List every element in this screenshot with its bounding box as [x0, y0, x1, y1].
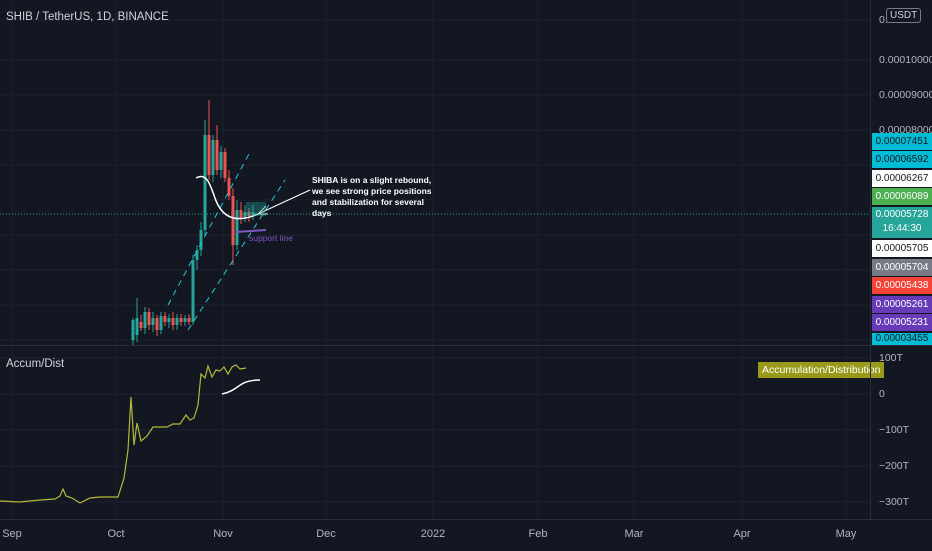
indicator-chart[interactable]: [0, 0, 870, 519]
annotation-arrow: [257, 189, 311, 215]
candle-body: [191, 260, 195, 322]
time-label: Dec: [316, 528, 336, 540]
candle-body: [151, 318, 155, 325]
price-badge: 0.00005704: [872, 259, 932, 276]
candle-body: [219, 152, 223, 170]
time-label: Apr: [733, 528, 751, 540]
channel-line-upper: [167, 151, 251, 306]
ad-curve: [221, 379, 261, 395]
candle-body: [215, 140, 219, 170]
candle-body: [163, 316, 167, 322]
candle-body: [179, 318, 183, 322]
candle-body: [131, 320, 135, 340]
price-label: 0.00009000: [879, 89, 932, 101]
time-axis[interactable]: Sep Oct Nov Dec 2022 Feb Mar Apr May: [0, 519, 932, 551]
indicator-axis-label: −300T: [879, 496, 910, 508]
pane-divider[interactable]: [0, 345, 932, 346]
highlight-box: [246, 202, 266, 216]
indicator-title: Accum/Dist: [6, 358, 65, 370]
price-badge: 0.00003455: [872, 333, 932, 345]
price-badge: 0.00005231: [872, 314, 932, 331]
currency-button[interactable]: USDT: [886, 8, 922, 23]
indicator-axis-label: −200T: [879, 460, 910, 472]
candle-body: [251, 212, 255, 216]
last-price: 0.00005728: [875, 209, 929, 220]
time-label: Mar: [624, 528, 644, 540]
price-curve: [195, 175, 259, 220]
time-label: Nov: [213, 528, 233, 540]
candle-body: [139, 322, 143, 328]
candle-body: [175, 318, 179, 325]
ad-line: [0, 363, 247, 504]
price-badge: 0.00006267: [872, 170, 932, 187]
price-axis[interactable]: 0.0 0.00010000 0.00009000 0.00008000 0.0…: [870, 0, 932, 519]
support-line-label: support line: [249, 233, 293, 243]
candle-body: [223, 152, 227, 178]
candle-body: [195, 250, 199, 260]
indicator-axis-label: 0: [879, 388, 885, 400]
time-label: Feb: [528, 528, 548, 540]
support-line: [235, 229, 267, 233]
last-price-badge: 0.00005728 16:44:30: [872, 207, 932, 238]
price-badge: 0.00007451: [872, 133, 932, 150]
price-chart[interactable]: [0, 0, 870, 345]
indicator-axis-label: 100T: [879, 352, 903, 364]
bar-countdown: 16:44:30: [882, 223, 922, 234]
candle-body: [155, 318, 159, 330]
price-badge: 0.00005705: [872, 240, 932, 257]
candle-body: [135, 318, 139, 335]
candle-body: [247, 212, 251, 216]
annotation-note: SHIBA is on a slight rebound, we see str…: [312, 175, 432, 218]
price-badge: 0.00005261: [872, 296, 932, 313]
candle-body: [199, 230, 203, 250]
candle-body: [167, 318, 171, 322]
time-label: May: [835, 528, 857, 540]
time-label: Sep: [2, 528, 22, 540]
candle-body: [207, 135, 211, 175]
time-label: 2022: [420, 528, 446, 540]
candle-body: [243, 212, 247, 218]
price-badge: 0.00006592: [872, 151, 932, 168]
symbol-title: SHIB / TetherUS, 1D, BINANCE: [6, 11, 169, 23]
price-badge: 0.00005438: [872, 277, 932, 294]
indicator-badge: Accumulation/Distribution: [758, 362, 885, 378]
candle-body: [143, 312, 147, 328]
arrow-head: [257, 205, 268, 215]
candle-body: [171, 318, 175, 325]
candle-body: [187, 318, 191, 322]
price-label: 0.00010000: [879, 54, 932, 66]
candle-body: [183, 318, 187, 322]
candle-body: [227, 178, 231, 196]
channel-line-lower: [187, 179, 286, 331]
price-badge: 0.00006089: [872, 188, 932, 205]
candle-body: [235, 210, 239, 245]
candle-body: [239, 210, 243, 218]
candle-body: [231, 196, 235, 245]
indicator-axis-label: −100T: [879, 424, 910, 436]
candle-body: [159, 316, 163, 330]
candle-body: [211, 140, 215, 175]
candle-body: [147, 312, 151, 325]
time-label: Oct: [107, 528, 125, 540]
candle-body: [203, 135, 207, 230]
